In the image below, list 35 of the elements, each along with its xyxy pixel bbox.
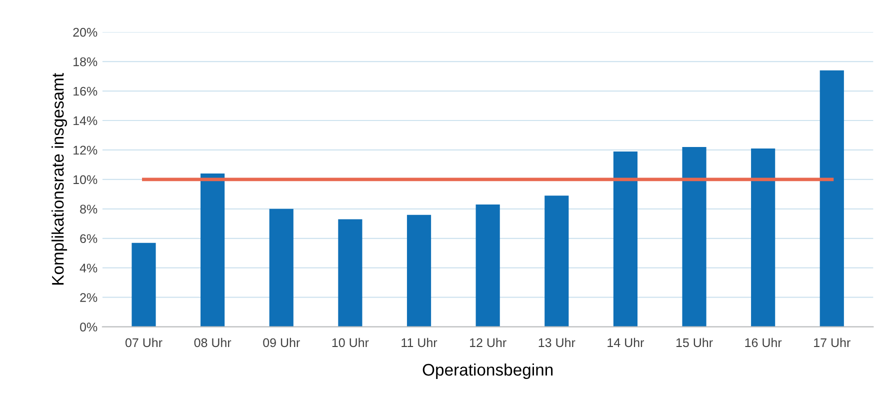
bar: [200, 174, 225, 327]
y-axis-title: Komplikationsrate insgesamt: [51, 73, 68, 285]
x-tick-label: 16 Uhr: [745, 338, 782, 348]
bar: [406, 214, 432, 327]
y-tick-label: 18%: [74, 57, 98, 66]
bar: [544, 196, 569, 327]
y-tick-label: 4%: [80, 264, 98, 272]
x-tick-label: 12 Uhr: [470, 338, 506, 348]
bar: [132, 242, 156, 327]
x-tick-label: 10 Uhr: [332, 338, 369, 348]
bar: [613, 151, 638, 327]
y-tick-label: 8%: [80, 204, 98, 214]
x-tick-label: 08 Uhr: [194, 338, 232, 348]
x-tick-label: 11 Uhr: [402, 338, 438, 348]
bar: [751, 148, 776, 327]
x-tick-label: 09 Uhr: [263, 338, 300, 348]
y-tick-label: 2%: [80, 293, 98, 302]
bar: [476, 204, 500, 327]
y-tick-label: 20%: [73, 28, 98, 37]
y-tick-label: 10%: [74, 175, 98, 184]
x-tick-label: 07 Uhr: [125, 338, 162, 348]
y-tick-label: 16%: [74, 86, 98, 96]
y-tick-label: 0%: [80, 322, 98, 332]
y-tick-label: 6%: [80, 234, 98, 244]
y-tick-label: 12%: [74, 146, 98, 155]
bar: [820, 70, 844, 327]
x-axis-title: Operationsbeginn: [422, 363, 553, 380]
x-tick-label: 15 Uhr: [676, 338, 713, 348]
bar: [269, 208, 294, 327]
y-tick-label: 14%: [74, 116, 98, 126]
bar: [682, 147, 706, 327]
x-tick-label: 14 Uhr: [608, 338, 644, 348]
x-tick-label: 13 Uhr: [538, 338, 576, 348]
x-tick-label: 17 Uhr: [814, 338, 850, 348]
bar: [338, 219, 362, 327]
